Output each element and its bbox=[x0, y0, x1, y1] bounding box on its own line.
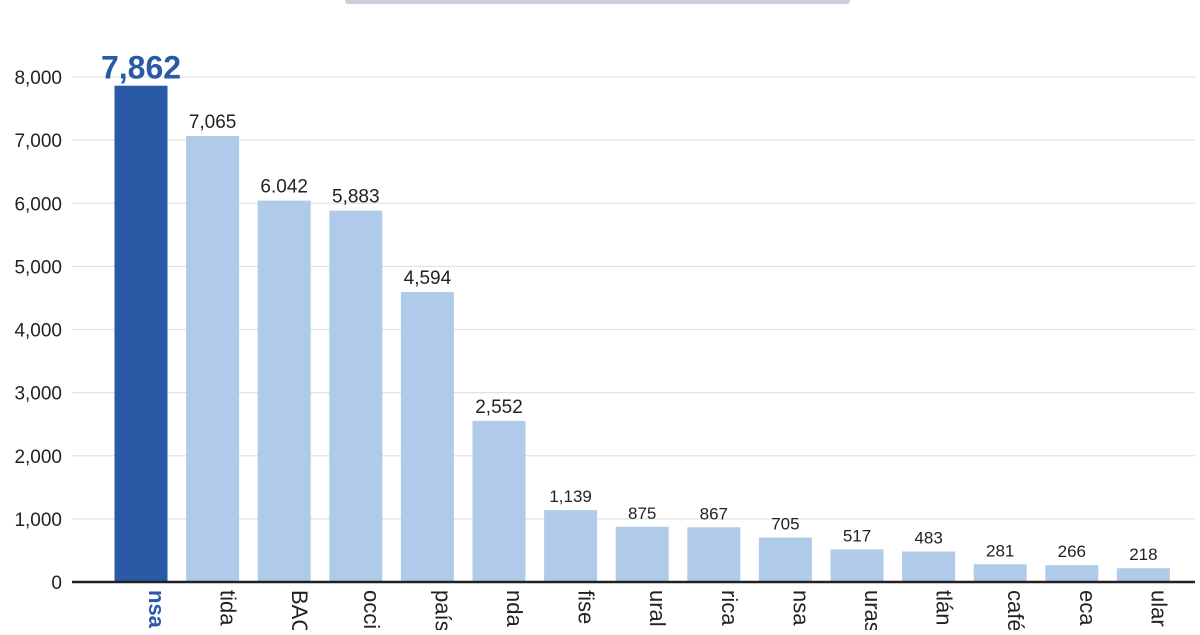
bar-value-label: 2,552 bbox=[475, 397, 523, 418]
y-tick-label: 8,000 bbox=[14, 68, 62, 89]
bar bbox=[472, 420, 526, 582]
bar bbox=[902, 551, 956, 582]
bar bbox=[186, 136, 240, 582]
x-tick-label: ural bbox=[645, 590, 670, 627]
chart-title-cropped bbox=[345, 0, 850, 4]
y-tick-label: 6,000 bbox=[14, 194, 62, 215]
x-tick-label: café bbox=[1003, 590, 1028, 630]
bar-value-label: 218 bbox=[1129, 545, 1157, 564]
bar bbox=[1045, 565, 1099, 582]
bars bbox=[114, 85, 1170, 583]
bar-value-label: 875 bbox=[628, 504, 656, 523]
bar bbox=[329, 210, 383, 582]
x-tick-label: rica bbox=[717, 590, 742, 626]
bar-value-label: 867 bbox=[700, 504, 728, 523]
y-tick-label: 2,000 bbox=[14, 447, 62, 468]
x-tick-label: nda bbox=[502, 590, 527, 627]
bar bbox=[687, 527, 741, 582]
y-tick-label: 0 bbox=[51, 573, 62, 594]
x-tick-label: uras bbox=[860, 590, 885, 630]
bar-value-label: 517 bbox=[843, 526, 871, 545]
bar bbox=[830, 549, 884, 582]
bar bbox=[973, 564, 1027, 582]
gridlines bbox=[72, 76, 1195, 520]
bar bbox=[758, 537, 812, 582]
x-tick-label: BAC bbox=[287, 590, 312, 630]
y-tick-label: 1,000 bbox=[14, 510, 62, 531]
x-tick-label: ular bbox=[1146, 590, 1171, 627]
bar bbox=[615, 526, 669, 582]
bar-value-label: 4,594 bbox=[404, 268, 452, 289]
bar bbox=[257, 200, 311, 582]
bar-value-label: 5,883 bbox=[332, 187, 380, 208]
x-tick-label: tida bbox=[216, 590, 241, 626]
y-tick-label: 7,000 bbox=[14, 131, 62, 152]
bar-value-label: 705 bbox=[771, 514, 799, 533]
bar-value-label: 1,139 bbox=[549, 487, 592, 506]
bar bbox=[544, 510, 598, 582]
x-tick-label: fise bbox=[574, 590, 599, 624]
bar bbox=[114, 85, 168, 583]
bar-value-label: 266 bbox=[1058, 542, 1086, 561]
x-tick-label: occi bbox=[359, 590, 384, 629]
x-tick-label: eca bbox=[1075, 590, 1100, 626]
y-tick-label: 3,000 bbox=[14, 384, 62, 405]
bar-value-label: 281 bbox=[986, 541, 1014, 560]
bar-value-label: 7,862 bbox=[101, 50, 181, 86]
x-tick-label: país bbox=[430, 590, 455, 630]
y-tick-label: 5,000 bbox=[14, 257, 62, 278]
x-tick-label: nsa bbox=[144, 590, 169, 629]
y-tick-label: 4,000 bbox=[14, 321, 62, 342]
bar-value-label: 6.042 bbox=[260, 177, 308, 198]
bar-value-label: 483 bbox=[914, 529, 942, 548]
labels: 0 1,000 2,000 3,000 4,000 5,000 6,000 7,000 8,00… bbox=[14, 50, 1171, 635]
bar bbox=[1116, 568, 1170, 582]
x-tick-label: nsa bbox=[788, 590, 813, 626]
bar-value-label: 7,065 bbox=[189, 112, 237, 133]
bar bbox=[400, 292, 454, 582]
x-tick-label: tlán bbox=[932, 590, 957, 625]
